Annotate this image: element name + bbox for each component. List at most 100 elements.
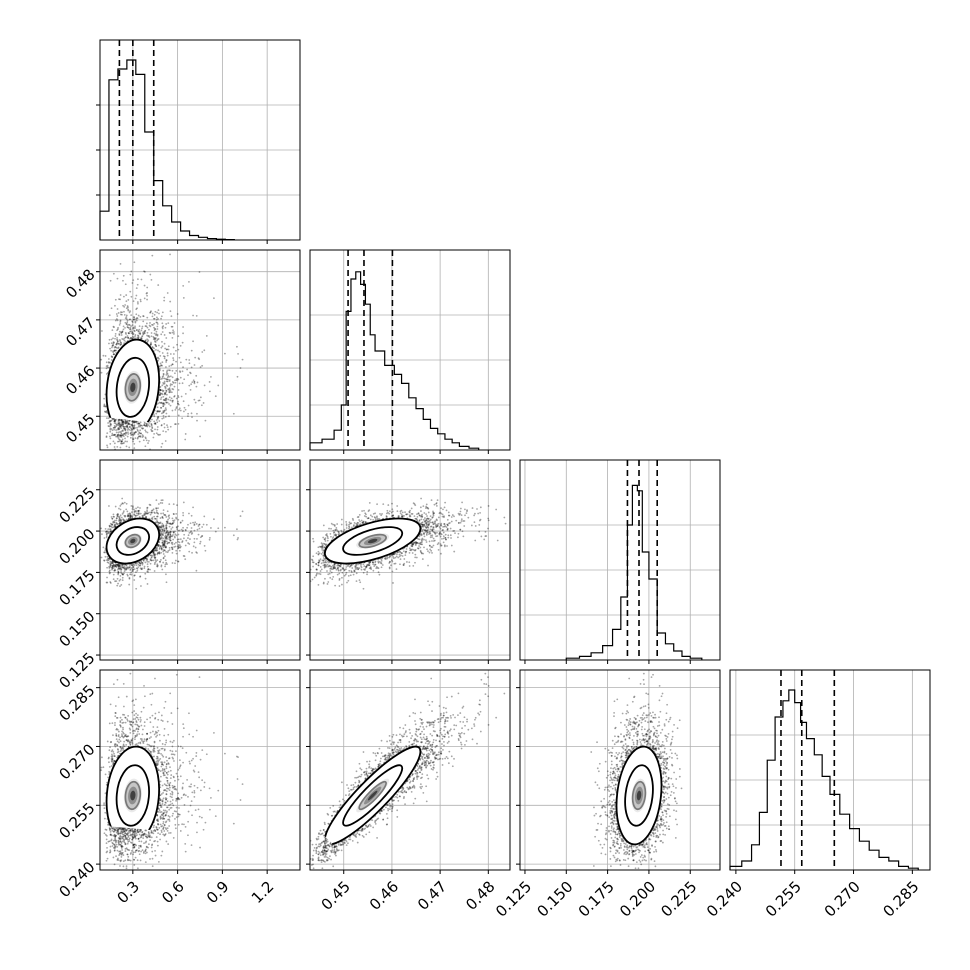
sample-point xyxy=(192,379,195,382)
sample-point xyxy=(140,562,143,564)
sample-point xyxy=(152,324,154,326)
sample-point xyxy=(126,324,129,327)
sample-point xyxy=(110,516,113,518)
sample-point xyxy=(124,434,127,436)
sample-point xyxy=(127,421,130,424)
sample-point xyxy=(129,566,131,568)
sample-point xyxy=(160,247,162,249)
sample-point xyxy=(166,352,169,355)
sample-point xyxy=(123,305,126,308)
sample-point xyxy=(155,318,158,321)
sample-point xyxy=(122,420,125,423)
sample-point xyxy=(159,354,162,357)
panel-0-0 xyxy=(96,39,301,244)
sample-point xyxy=(118,334,121,336)
sample-point xyxy=(124,420,127,422)
sample-point xyxy=(111,417,114,420)
sample-point xyxy=(107,361,110,363)
sample-point xyxy=(133,579,136,581)
sample-point xyxy=(167,531,170,534)
sample-point xyxy=(128,324,131,326)
sample-point xyxy=(139,424,142,427)
sample-point xyxy=(132,434,135,437)
sample-point xyxy=(147,339,150,342)
sample-point xyxy=(120,442,123,445)
sample-point xyxy=(120,565,123,568)
sample-point xyxy=(134,420,137,423)
sample-point xyxy=(155,412,158,415)
sample-point xyxy=(124,420,127,422)
sample-point xyxy=(146,292,148,294)
panel-1-1 xyxy=(309,249,511,454)
sample-point xyxy=(115,349,118,352)
sample-point xyxy=(179,344,182,347)
sample-point xyxy=(142,315,144,317)
sample-point xyxy=(130,337,133,340)
sample-point xyxy=(154,338,156,341)
sample-point xyxy=(134,337,136,340)
sample-point xyxy=(106,366,109,369)
sample-point xyxy=(178,370,181,373)
sample-point xyxy=(116,319,119,322)
sample-point xyxy=(108,565,111,568)
sample-point xyxy=(165,389,168,392)
sample-point xyxy=(174,423,176,425)
sample-point xyxy=(156,339,158,342)
sample-point xyxy=(113,353,116,356)
sample-point xyxy=(182,284,185,287)
sample-point xyxy=(163,426,166,429)
sample-point xyxy=(125,333,127,335)
sample-point xyxy=(120,433,123,435)
sample-point xyxy=(168,546,171,549)
sample-point xyxy=(130,571,132,574)
sample-point xyxy=(119,521,122,523)
sample-point xyxy=(172,388,175,391)
sample-point xyxy=(141,327,143,330)
sample-point xyxy=(115,343,118,346)
sample-point xyxy=(109,427,112,430)
sample-point xyxy=(116,563,119,566)
sample-point xyxy=(132,427,135,430)
sample-point xyxy=(118,518,121,521)
sample-point xyxy=(163,543,166,546)
sample-point xyxy=(169,384,172,387)
sample-point xyxy=(131,335,134,338)
sample-point xyxy=(104,355,107,357)
sample-point xyxy=(117,421,120,424)
sample-point xyxy=(153,326,155,329)
sample-point xyxy=(117,419,120,421)
sample-point xyxy=(184,392,187,395)
sample-point xyxy=(197,399,200,402)
sample-point xyxy=(147,568,150,571)
sample-point xyxy=(113,515,115,518)
sample-point xyxy=(160,392,163,395)
sample-point xyxy=(157,410,159,413)
sample-point xyxy=(112,325,115,328)
sample-point xyxy=(115,429,117,431)
sample-point xyxy=(153,563,156,566)
sample-point xyxy=(146,423,148,426)
sample-point xyxy=(131,420,134,423)
sample-point xyxy=(147,568,150,570)
sample-point xyxy=(119,439,122,442)
sample-point xyxy=(224,352,226,355)
sample-point xyxy=(159,389,162,392)
sample-point xyxy=(232,412,235,415)
sample-point xyxy=(112,341,115,344)
sample-point xyxy=(157,507,159,510)
sample-point xyxy=(131,332,134,334)
sample-point xyxy=(103,397,105,400)
sample-point xyxy=(146,294,148,297)
sample-point xyxy=(122,338,125,341)
sample-point xyxy=(110,525,113,528)
sample-point xyxy=(117,433,120,436)
sample-point xyxy=(116,514,119,517)
sample-point xyxy=(117,437,120,439)
sample-point xyxy=(133,421,136,424)
sample-point xyxy=(160,526,162,529)
sample-point xyxy=(121,422,124,425)
sample-point xyxy=(139,512,142,515)
sample-point xyxy=(103,405,105,408)
sample-point xyxy=(147,571,149,573)
sample-point xyxy=(203,384,206,387)
